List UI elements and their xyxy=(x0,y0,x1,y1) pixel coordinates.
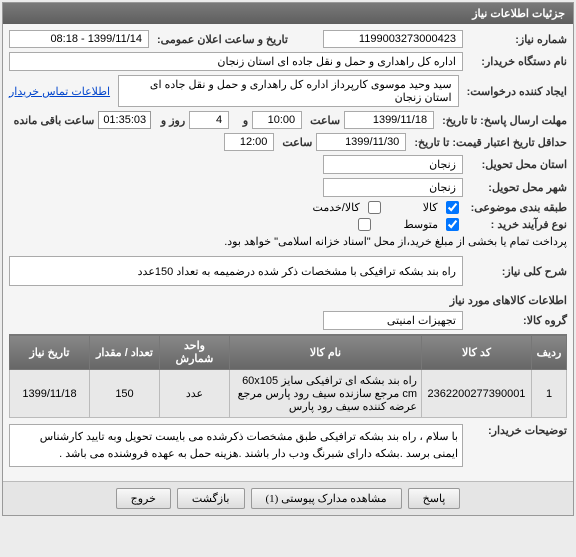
cell-qty: 150 xyxy=(90,370,160,418)
label-credit: حداقل تاریخ اعتبار قیمت: تا تاریخ: xyxy=(410,136,567,149)
label-purchase-type: نوع فرآیند خرید : xyxy=(467,218,567,231)
label-deadline: مهلت ارسال پاسخ: تا تاریخ: xyxy=(438,114,567,127)
label-creator: ایجاد کننده درخواست: xyxy=(463,85,567,98)
cell-date: 1399/11/18 xyxy=(10,370,90,418)
label-medium: متوسط xyxy=(403,218,438,231)
table-row[interactable]: 1 2362200277390001 راه بند بشکه ای ترافی… xyxy=(10,370,567,418)
value-goods-group: تجهیزات امنیتی xyxy=(323,311,463,330)
value-credit-time: 12:00 xyxy=(224,133,274,151)
col-name: نام کالا xyxy=(230,335,422,370)
cell-unit: عدد xyxy=(160,370,230,418)
checkbox-service[interactable] xyxy=(368,201,381,214)
value-announce: 1399/11/14 - 08:18 xyxy=(9,30,149,48)
label-day: روز و xyxy=(155,114,185,127)
label-grouping: طبقه بندی موضوعی: xyxy=(467,201,567,214)
exit-button[interactable]: خروج xyxy=(116,488,171,509)
label-org: نام دستگاه خریدار: xyxy=(467,55,567,68)
col-date: تاریخ نیاز xyxy=(10,335,90,370)
checkbox-payment[interactable] xyxy=(358,218,371,231)
panel-title: جزئیات اطلاعات نیاز xyxy=(3,3,573,24)
value-deadline-time: 10:00 xyxy=(252,111,302,129)
label-service: کالا/خدمت xyxy=(313,201,360,214)
countdown-timer: 01:35:03 xyxy=(98,111,151,129)
contact-link[interactable]: اطلاعات تماس خریدار xyxy=(9,85,110,98)
checkbox-medium[interactable] xyxy=(446,218,459,231)
panel-body: شماره نیاز: 1199003273000423 تاریخ و ساع… xyxy=(3,24,573,477)
value-org: اداره کل راهداری و حمل و نقل جاده ای است… xyxy=(9,52,463,71)
goods-info-header: اطلاعات کالاهای مورد نیاز xyxy=(450,294,567,307)
label-announce: تاریخ و ساعت اعلان عمومی: xyxy=(153,33,288,46)
value-province: زنجان xyxy=(323,155,463,174)
value-need-no: 1199003273000423 xyxy=(323,30,463,48)
col-qty: تعداد / مقدار xyxy=(90,335,160,370)
label-need-desc: شرح کلی نیاز: xyxy=(467,265,567,278)
label-goods: کالا xyxy=(423,201,438,214)
value-creator: سید وحید موسوی کارپرداز اداره کل راهداری… xyxy=(118,75,459,107)
value-need-desc: راه بند بشکه ترافیکی با مشخصات ذکر شده د… xyxy=(9,256,463,286)
table-header-row: ردیف کد کالا نام کالا واحد شمارش تعداد /… xyxy=(10,335,567,370)
label-city: شهر محل تحویل: xyxy=(467,181,567,194)
value-days-left: 4 xyxy=(189,111,229,129)
label-need-no: شماره نیاز: xyxy=(467,33,567,46)
label-buyer-notes: توضیحات خریدار: xyxy=(467,424,567,437)
value-city: زنجان xyxy=(323,178,463,197)
col-row: ردیف xyxy=(532,335,567,370)
details-panel: جزئیات اطلاعات نیاز شماره نیاز: 11990032… xyxy=(2,2,574,516)
label-hour-1: ساعت xyxy=(306,114,340,127)
checkbox-goods[interactable] xyxy=(446,201,459,214)
label-province: استان محل تحویل: xyxy=(467,158,567,171)
label-payment-note: پرداخت تمام یا بخشی از مبلغ خرید،از محل … xyxy=(224,235,567,248)
cell-code: 2362200277390001 xyxy=(422,370,532,418)
goods-table: ردیف کد کالا نام کالا واحد شمارش تعداد /… xyxy=(9,334,567,418)
value-credit-date: 1399/11/30 xyxy=(316,133,406,151)
col-unit: واحد شمارش xyxy=(160,335,230,370)
cell-num: 1 xyxy=(532,370,567,418)
cell-name: راه بند بشکه ای ترافیکی سایز 60x105 cm م… xyxy=(230,370,422,418)
label-goods-group: گروه کالا: xyxy=(467,314,567,327)
value-buyer-notes: با سلام ، راه بند بشکه ترافیکی طبق مشخصا… xyxy=(9,424,463,467)
label-remaining: ساعت باقی مانده xyxy=(10,114,95,127)
footer-buttons: پاسخ مشاهده مدارک پیوستی (1) بازگشت خروج xyxy=(3,481,573,515)
attachments-button[interactable]: مشاهده مدارک پیوستی (1) xyxy=(251,488,402,509)
col-code: کد کالا xyxy=(422,335,532,370)
label-hour-2: ساعت xyxy=(278,136,312,149)
answer-button[interactable]: پاسخ xyxy=(408,488,461,509)
timer-value: 01:35:03 xyxy=(99,112,150,128)
back-button[interactable]: بازگشت xyxy=(177,488,245,509)
value-deadline-date: 1399/11/18 xyxy=(344,111,434,129)
label-and: و xyxy=(233,114,248,127)
